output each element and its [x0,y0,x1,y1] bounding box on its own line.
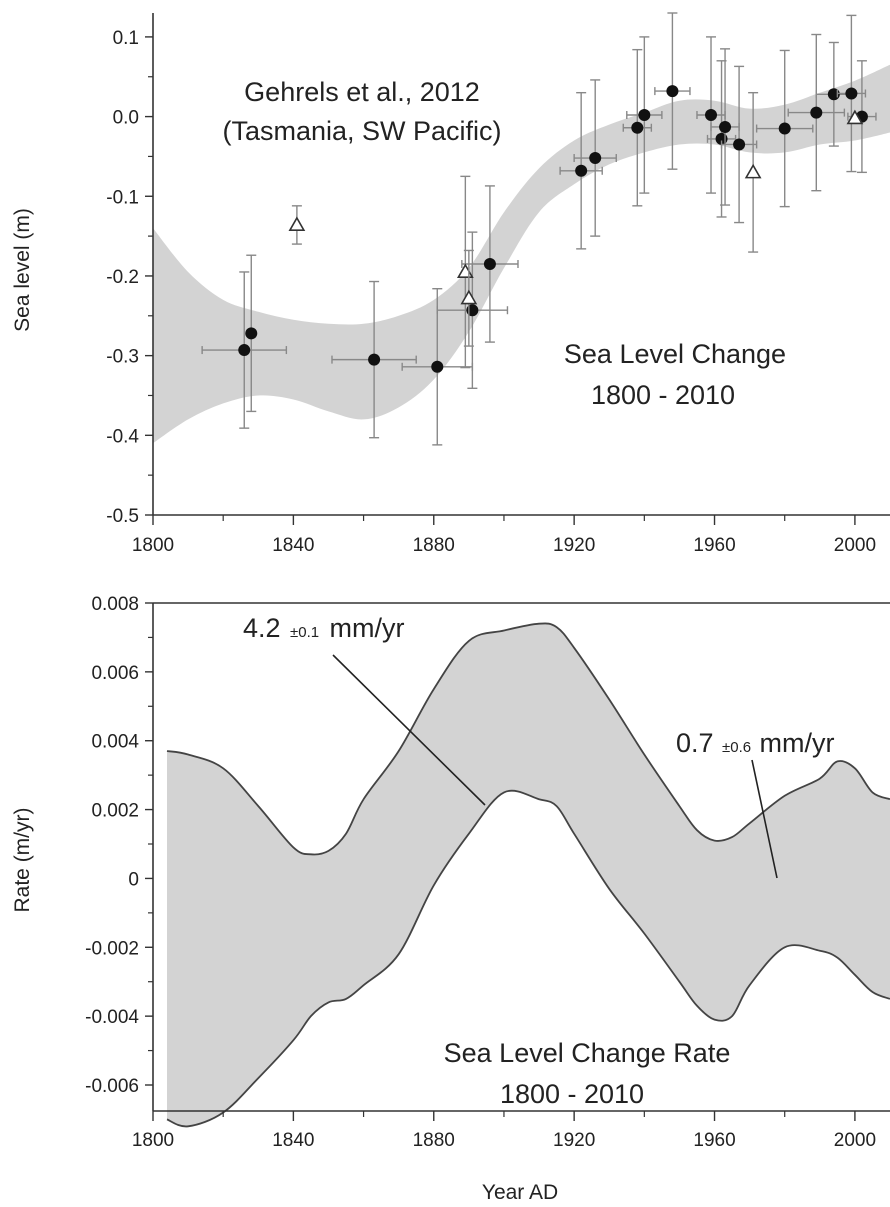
rate-left-annotation: 4.2 ±0.1 mm/yr [243,613,405,643]
rate-chart-title-line-1: Sea Level Change Rate [444,1038,731,1068]
x-tick-label: 1800 [132,1130,174,1151]
sea-level-y-axis-label: Sea level (m) [11,208,34,332]
x-tick-label: 1960 [693,1130,735,1151]
triangle-data-point [846,109,864,125]
x-tick-label: 2000 [834,1130,876,1151]
rate-band [167,623,890,1127]
circle-data-point [622,48,653,207]
rate-left-error: ±0.1 [290,624,319,641]
circle-marker [719,120,732,133]
rate-right-error: ±0.6 [722,739,751,756]
circle-marker [705,108,718,121]
rate-upper-line [166,622,890,856]
x-tick-label: 2000 [834,535,876,556]
y-tick-label: -0.5 [106,506,139,527]
circle-marker [238,344,251,357]
circle-data-point [787,33,846,192]
circle-marker [631,121,644,134]
rate-left-unit: mm/yr [330,613,405,643]
sea-level-ticks: 0.1 0.0 -0.1 -0.2 -0.3 -0.4 -0.5 1800 1840 1880 19… [106,28,876,556]
circle-data-point [720,65,758,224]
x-tick-label: 1960 [693,535,735,556]
circle-marker [733,138,746,151]
rate-y-axis-label: Rate (m/yr) [11,808,34,913]
circle-marker [589,152,602,165]
circle-marker [431,360,444,373]
x-tick-label: 1880 [413,535,455,556]
rate-x-axis-label: Year AD [482,1181,558,1204]
rate-left-value: 4.2 [243,613,281,643]
circle-data-point [201,271,288,429]
y-tick-label: -0.2 [106,267,139,288]
y-tick-label: -0.1 [106,187,139,208]
circle-marker [483,258,496,270]
y-tick-label: -0.006 [85,1076,139,1097]
circle-marker [575,164,588,177]
y-tick-label: -0.002 [85,938,139,959]
rate-chart-title-line-2: 1800 - 2010 [500,1079,644,1109]
y-tick-label: 0.006 [91,663,139,684]
rate-ticks: 0.008 0.006 0.004 0.002 0 -0.002 -0.004 -0.006 1… [85,594,876,1151]
rate-right-leader-line [751,759,778,879]
x-tick-label: 1840 [272,535,314,556]
circle-marker [810,106,823,119]
circle-data-point [710,48,740,206]
y-tick-label: 0.0 [113,108,139,129]
sea-level-chart: 0.1 0.0 -0.1 -0.2 -0.3 -0.4 -0.5 1800 1840 1880 19… [11,12,890,556]
y-tick-label: 0 [128,869,139,890]
source-citation-line-1: Gehrels et al., 2012 [244,77,480,107]
circle-marker [666,85,679,98]
triangle-marker [846,109,864,125]
circle-data-point [559,91,603,250]
circle-data-point [626,36,663,194]
y-tick-label: -0.3 [106,347,139,368]
x-tick-label: 1880 [413,1130,455,1151]
sea-level-data-points [201,12,877,446]
circle-marker [845,87,858,100]
circle-data-point [654,12,691,170]
circle-data-point [245,254,258,413]
x-tick-label: 1800 [132,535,174,556]
y-tick-label: 0.1 [113,28,139,49]
x-tick-label: 1920 [553,1130,595,1151]
sea-level-chart-title-line-2: 1800 - 2010 [591,380,735,410]
circle-data-point [573,79,617,237]
rate-chart: 0.008 0.006 0.004 0.002 0 -0.002 -0.004 -0.006 1… [11,594,890,1204]
circle-data-point [461,185,519,343]
circle-marker [778,122,791,135]
source-citation-line-2: (Tasmania, SW Pacific) [222,116,501,146]
rate-right-value: 0.7 [676,728,714,758]
circle-data-point [836,14,867,173]
triangle-marker [744,163,762,179]
triangle-data-point [288,205,306,245]
rate-right-unit: mm/yr [760,728,835,758]
circle-marker [245,327,258,340]
y-tick-label: 0.008 [91,594,139,615]
circle-data-point [755,49,814,208]
rate-lower-line [166,789,890,1128]
y-tick-label: 0.002 [91,801,139,822]
rate-right-annotation: 0.7 ±0.6 mm/yr [676,728,835,758]
x-tick-label: 1840 [272,1130,314,1151]
sea-level-confidence-band [153,64,890,444]
y-tick-label: -0.4 [106,426,139,447]
circle-marker [368,353,381,366]
x-tick-label: 1920 [553,535,595,556]
triangle-marker [288,216,306,232]
circle-data-point [331,280,417,439]
circle-marker [638,108,651,121]
circle-data-point [401,288,474,446]
y-tick-label: 0.004 [91,732,139,753]
triangle-marker [460,289,478,305]
triangle-data-point [744,91,762,253]
triangle-data-point [460,249,478,347]
sea-level-chart-title-line-1: Sea Level Change [564,339,786,369]
rate-left-leader-line [332,654,486,806]
y-tick-label: -0.004 [85,1007,139,1028]
